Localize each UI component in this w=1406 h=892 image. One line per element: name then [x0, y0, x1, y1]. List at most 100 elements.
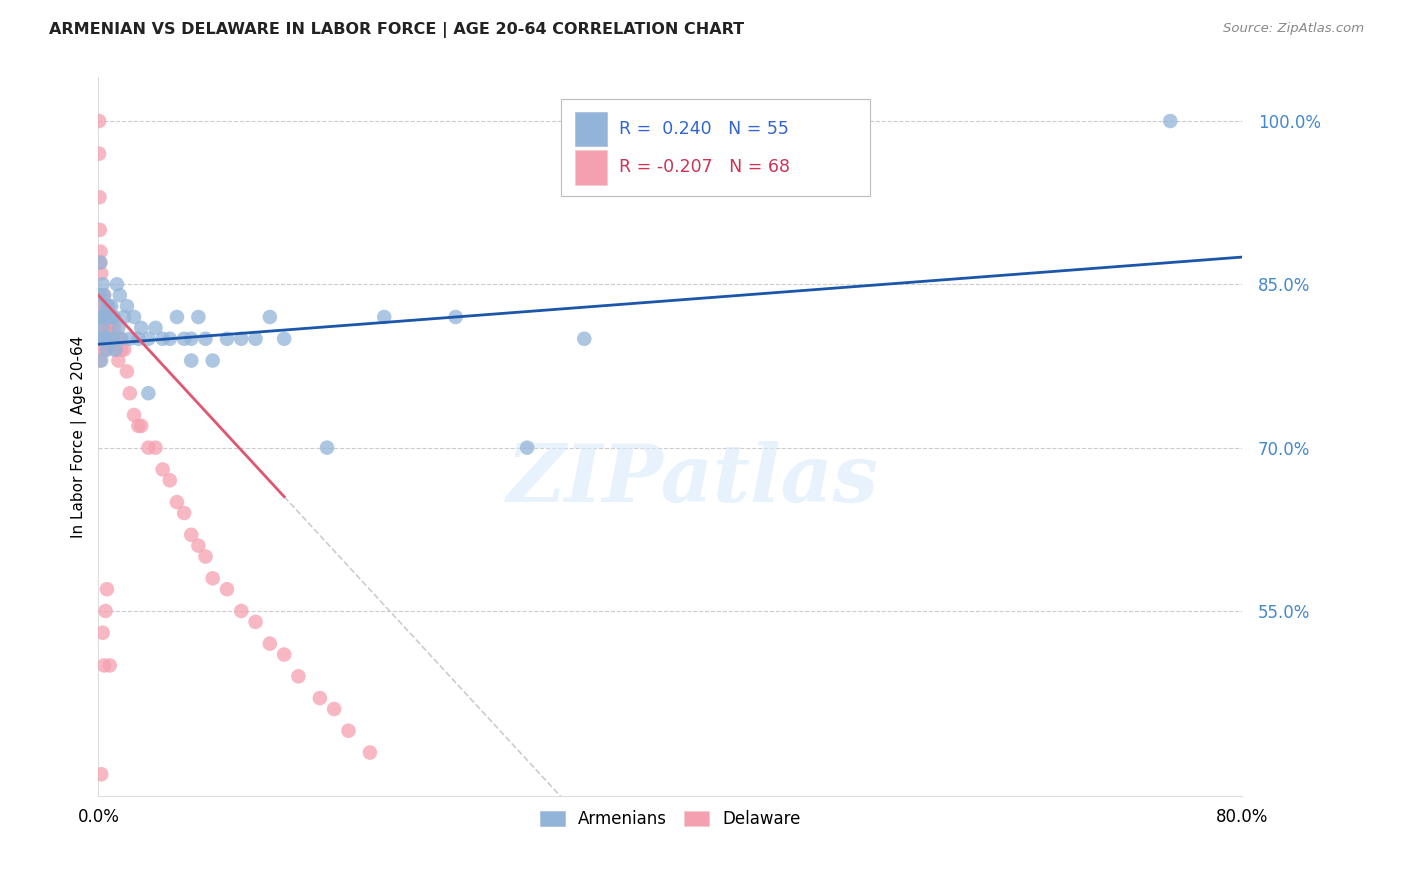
Point	[112, 343, 135, 357]
Point	[94, 332, 117, 346]
Point	[108, 332, 131, 346]
Point	[129, 418, 152, 433]
Point	[145, 321, 167, 335]
Point	[90, 767, 112, 781]
Point	[101, 310, 124, 324]
Point	[93, 658, 115, 673]
Point	[159, 332, 181, 346]
Point	[89, 190, 111, 204]
Point	[103, 310, 125, 324]
Point	[108, 288, 131, 302]
Point	[101, 332, 124, 346]
Point	[91, 321, 114, 335]
Point	[152, 462, 174, 476]
Text: ARMENIAN VS DELAWARE IN LABOR FORCE | AGE 20-64 CORRELATION CHART: ARMENIAN VS DELAWARE IN LABOR FORCE | AG…	[49, 22, 744, 38]
Point	[201, 571, 224, 585]
Point	[101, 332, 124, 346]
Point	[89, 288, 111, 302]
Point	[231, 604, 253, 618]
Point	[259, 637, 281, 651]
Point	[100, 299, 122, 313]
Point	[112, 310, 135, 324]
Point	[359, 746, 381, 760]
Point	[91, 299, 114, 313]
Point	[127, 332, 149, 346]
Point	[245, 615, 267, 629]
Point	[103, 321, 125, 335]
Point	[98, 310, 121, 324]
Point	[97, 332, 120, 346]
Point	[91, 343, 114, 357]
Point	[118, 332, 141, 346]
Point	[122, 408, 145, 422]
Point	[187, 310, 209, 324]
Text: ZIPatlas: ZIPatlas	[506, 442, 879, 518]
Point	[316, 441, 339, 455]
Point	[194, 549, 217, 564]
Point	[87, 146, 110, 161]
Point	[89, 255, 111, 269]
Point	[90, 310, 112, 324]
Point	[96, 582, 118, 597]
Point	[105, 332, 128, 346]
Point	[94, 343, 117, 357]
Point	[115, 299, 138, 313]
Point	[93, 310, 115, 324]
Point	[1159, 114, 1181, 128]
Point	[90, 310, 112, 324]
Point	[309, 691, 332, 706]
Point	[93, 288, 115, 302]
Point	[138, 441, 160, 455]
FancyBboxPatch shape	[575, 112, 607, 146]
Point	[166, 495, 188, 509]
Point	[173, 332, 195, 346]
Point	[93, 288, 115, 302]
Point	[89, 353, 111, 368]
Point	[159, 473, 181, 487]
Point	[180, 332, 202, 346]
Text: R =  0.240   N = 55: R = 0.240 N = 55	[619, 120, 789, 138]
Point	[215, 582, 238, 597]
Point	[89, 310, 111, 324]
Point	[93, 332, 115, 346]
Point	[89, 244, 111, 259]
Point	[110, 332, 132, 346]
Point	[574, 332, 596, 346]
Point	[373, 310, 395, 324]
Point	[89, 255, 111, 269]
Point	[107, 353, 129, 368]
Point	[96, 343, 118, 357]
Point	[104, 343, 127, 357]
Point	[94, 604, 117, 618]
Point	[100, 321, 122, 335]
Point	[98, 332, 121, 346]
Point	[110, 343, 132, 357]
Point	[90, 353, 112, 368]
Point	[97, 299, 120, 313]
Point	[94, 299, 117, 313]
Point	[89, 310, 111, 324]
Y-axis label: In Labor Force | Age 20-64: In Labor Force | Age 20-64	[72, 335, 87, 538]
Point	[96, 310, 118, 324]
Point	[187, 539, 209, 553]
Point	[516, 441, 538, 455]
Point	[287, 669, 309, 683]
FancyBboxPatch shape	[561, 99, 870, 196]
Point	[323, 702, 346, 716]
Point	[245, 332, 267, 346]
Point	[97, 299, 120, 313]
Point	[93, 332, 115, 346]
Point	[98, 658, 121, 673]
Point	[94, 299, 117, 313]
Point	[194, 332, 217, 346]
Point	[89, 332, 111, 346]
Point	[89, 288, 111, 302]
Point	[166, 310, 188, 324]
Point	[152, 332, 174, 346]
Point	[231, 332, 253, 346]
Point	[259, 310, 281, 324]
Point	[273, 648, 295, 662]
Point	[337, 723, 360, 738]
Point	[90, 288, 112, 302]
Point	[91, 625, 114, 640]
